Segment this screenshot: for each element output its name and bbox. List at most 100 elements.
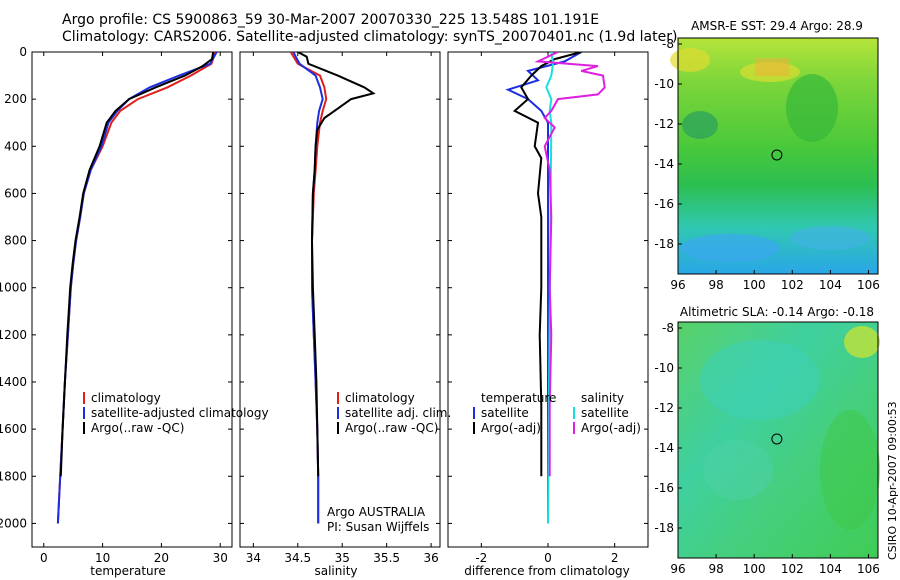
salinity-depth-ticks bbox=[240, 51, 440, 524]
sst-cool-patch bbox=[682, 111, 718, 139]
longitude-tick-label: 102 bbox=[781, 562, 804, 576]
sst-cold-patch bbox=[790, 226, 870, 250]
latitude-tick-label: -16 bbox=[654, 197, 674, 211]
series-line-salinity-argo-adj- bbox=[534, 52, 606, 477]
x-tick-label: 20 bbox=[154, 551, 169, 565]
platform-annotation: Argo AUSTRALIA bbox=[327, 505, 426, 519]
latitude-tick-label: -14 bbox=[654, 441, 674, 455]
figure-title-line-2: Climatology: CARS2006. Satellite-adjuste… bbox=[62, 29, 678, 45]
sst-warm-patch bbox=[670, 48, 710, 72]
longitude-tick-label: 96 bbox=[670, 278, 685, 292]
legend-label-climatology: climatology bbox=[345, 391, 415, 405]
depth-tick-label: 600 bbox=[4, 186, 27, 200]
series-line-salinity-satellite bbox=[545, 52, 555, 524]
sst-map-panel: AMSR-E SST: 29.4 Argo: 28.9 96 98 100 102 10… bbox=[654, 19, 880, 292]
x-tick-label: 0 bbox=[544, 551, 552, 565]
series-line-temperature-satellite bbox=[505, 52, 582, 524]
temperature-axes-frame bbox=[31, 51, 233, 548]
series-line-argo-raw-qc- bbox=[297, 52, 376, 477]
longitude-tick-label: 102 bbox=[781, 278, 804, 292]
x-tick-label: 30 bbox=[213, 551, 228, 565]
legend-heading-temperature: temperature bbox=[481, 391, 556, 405]
longitude-tick-label: 100 bbox=[743, 562, 766, 576]
x-tick-label: 35 bbox=[335, 551, 350, 565]
depth-tick-label: 1400 bbox=[0, 375, 27, 389]
figure-title-line-1: Argo profile: CS 5900863_59 30-Mar-2007 … bbox=[62, 12, 600, 28]
x-tick-label: 10 bbox=[95, 551, 110, 565]
x-tick-label: 36 bbox=[423, 551, 438, 565]
latitude-tick-label: -12 bbox=[654, 401, 674, 415]
latitude-tick-label: -10 bbox=[654, 361, 674, 375]
depth-tick-label: 1600 bbox=[0, 422, 27, 436]
temperature-panel: 0 200 400 600 800 1000 1200 1400 1600 1800 2000 0 1… bbox=[0, 45, 269, 578]
depth-tick-label: 800 bbox=[4, 234, 27, 248]
x-tick-label: 35.5 bbox=[373, 551, 400, 565]
legend-label-salt-satellite: satellite bbox=[581, 406, 629, 420]
latitude-tick-label: -18 bbox=[654, 521, 674, 535]
longitude-tick-label: 104 bbox=[819, 562, 842, 576]
depth-tick-label: 200 bbox=[4, 92, 27, 106]
series-line-argo-raw-qc- bbox=[59, 52, 215, 477]
latitude-tick-label: -12 bbox=[654, 117, 674, 131]
legend-label-argo: Argo(..raw -QC) bbox=[345, 421, 438, 435]
latitude-tick-label: -8 bbox=[662, 37, 674, 51]
x-tick-label: 2 bbox=[611, 551, 619, 565]
longitude-tick-label: 98 bbox=[708, 562, 723, 576]
longitude-tick-label: 104 bbox=[819, 278, 842, 292]
temperature-xlabel: temperature bbox=[90, 564, 165, 578]
salinity-axis-ticks: 34 34.5 35 35.5 36 bbox=[246, 52, 439, 565]
legend-label-salt-argo: Argo(-adj) bbox=[581, 421, 641, 435]
legend-label-temp-argo: Argo(-adj) bbox=[481, 421, 541, 435]
depth-axis-ticks: 0 200 400 600 800 1000 1200 1400 1600 1800 2000 bbox=[0, 45, 232, 530]
latitude-tick-label: -18 bbox=[654, 237, 674, 251]
latitude-tick-label: -16 bbox=[654, 481, 674, 495]
latitude-tick-label: -10 bbox=[654, 77, 674, 91]
sla-map-axis-ticks: 96 98 100 102 104 106 -8 -10 -12 -14 -16 -18 bbox=[654, 321, 880, 576]
x-tick-label: 34.5 bbox=[284, 551, 311, 565]
sla-high-patch bbox=[700, 340, 820, 420]
sst-cool-patch bbox=[786, 74, 838, 142]
sst-map-axis-ticks: 96 98 100 102 104 106 -8 -10 -12 -14 -16 -18 bbox=[654, 37, 880, 292]
sla-high-patch bbox=[703, 440, 773, 500]
longitude-tick-label: 98 bbox=[708, 278, 723, 292]
depth-tick-label: 1200 bbox=[0, 328, 27, 342]
depth-tick-label: 0 bbox=[19, 45, 27, 59]
longitude-tick-label: 106 bbox=[857, 562, 880, 576]
difference-depth-ticks bbox=[448, 51, 648, 524]
sla-map-title: Altimetric SLA: -0.14 Argo: -0.18 bbox=[680, 305, 874, 319]
temperature-axis-ticks: 0 10 20 30 bbox=[40, 52, 228, 565]
longitude-tick-label: 106 bbox=[857, 278, 880, 292]
legend-label-argo: Argo(..raw -QC) bbox=[91, 421, 184, 435]
sst-map-title: AMSR-E SST: 29.4 Argo: 28.9 bbox=[691, 19, 863, 33]
pi-annotation: PI: Susan Wijffels bbox=[327, 520, 429, 534]
argo-float-position-marker bbox=[771, 433, 783, 445]
sst-cold-patch bbox=[680, 234, 780, 262]
sst-map-frame bbox=[677, 37, 879, 275]
argo-float-position-marker bbox=[771, 149, 783, 161]
sla-map-frame bbox=[677, 321, 879, 559]
series-line-climatology bbox=[56, 52, 217, 524]
difference-panel: -2 0 2 difference from climatology tempera… bbox=[447, 51, 649, 578]
sst-hot-patch bbox=[755, 58, 789, 76]
x-tick-label: 0 bbox=[40, 551, 48, 565]
timestamp-stamp: CSIRO 10-Apr-2007 09:00:53 bbox=[886, 401, 899, 560]
difference-legend: temperature satellite Argo(-adj) salinit… bbox=[473, 391, 641, 435]
x-tick-label: -2 bbox=[475, 551, 487, 565]
series-line-satellite-adjusted-climatology bbox=[56, 52, 218, 524]
depth-tick-label: 400 bbox=[4, 139, 27, 153]
x-tick-label: 34 bbox=[246, 551, 261, 565]
salinity-axes-frame bbox=[239, 51, 441, 548]
series-line-temperature-argo-adj- bbox=[512, 52, 582, 477]
sla-low-patch bbox=[820, 410, 880, 530]
sla-peak-patch bbox=[844, 326, 880, 358]
depth-tick-label: 1000 bbox=[0, 281, 27, 295]
salinity-series-lines bbox=[289, 52, 376, 524]
longitude-tick-label: 96 bbox=[670, 562, 685, 576]
salinity-panel: 34 34.5 35 35.5 36 salinity climatology sate… bbox=[239, 51, 451, 578]
difference-xlabel: difference from climatology bbox=[464, 564, 630, 578]
legend-label-temp-satellite: satellite bbox=[481, 406, 529, 420]
latitude-tick-label: -8 bbox=[662, 321, 674, 335]
latitude-tick-label: -14 bbox=[654, 157, 674, 171]
sla-map-panel: Altimetric SLA: -0.14 Argo: -0.18 96 98 10… bbox=[654, 305, 880, 576]
